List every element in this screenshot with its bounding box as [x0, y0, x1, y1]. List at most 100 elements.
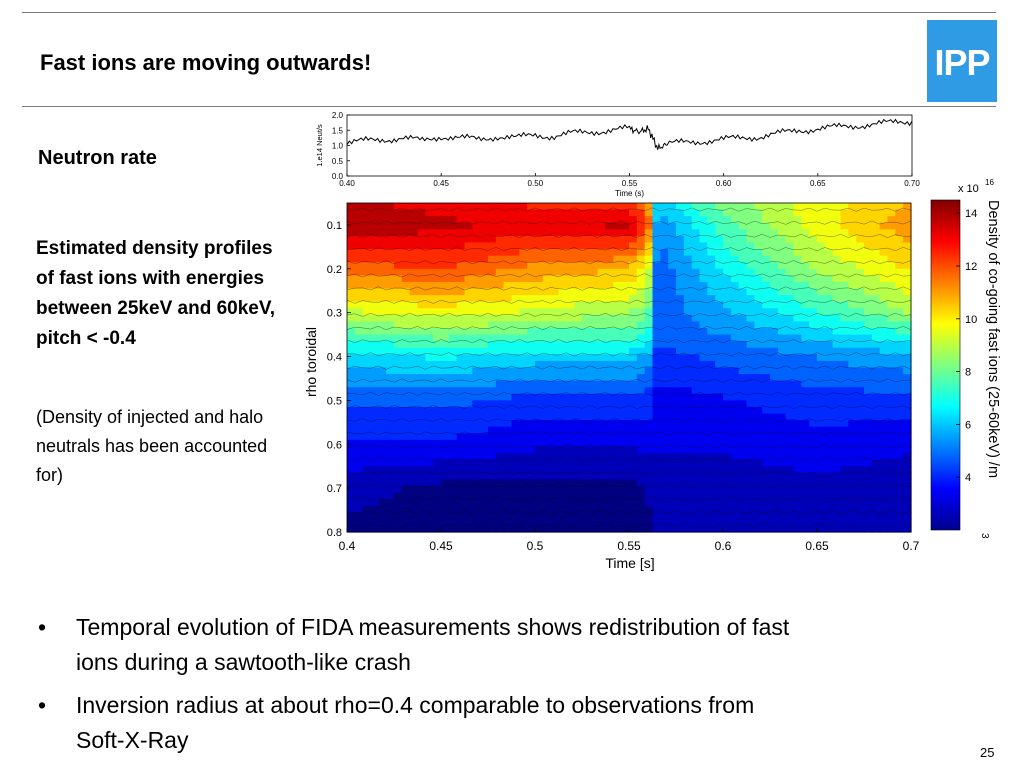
heatmap-cell — [683, 505, 693, 513]
heatmap-cell — [417, 380, 426, 388]
heatmap-cell — [879, 393, 889, 401]
heatmap-cell — [832, 367, 842, 375]
heatmap-cell — [362, 374, 372, 382]
heatmap-cell — [887, 400, 896, 408]
heatmap-cell — [527, 275, 536, 283]
heatmap-cell — [809, 242, 818, 250]
heatmap-cell — [597, 374, 607, 382]
heatmap-cell — [660, 374, 669, 382]
heatmap-cell — [441, 374, 450, 382]
heatmap-cell — [738, 334, 748, 342]
heatmap-cell — [660, 400, 669, 408]
heatmap-cell — [362, 203, 372, 211]
heatmap-cell — [887, 249, 896, 257]
heatmap-cell — [503, 512, 513, 520]
heatmap-cell — [644, 262, 654, 270]
heatmap-cell — [519, 439, 528, 448]
heatmap-cell — [488, 446, 497, 454]
heatmap-cell — [683, 328, 693, 336]
heatmap-cell — [386, 439, 395, 448]
heatmap-cell — [464, 341, 473, 349]
heatmap-cell — [715, 479, 724, 487]
heatmap-cell — [456, 472, 466, 480]
heatmap-cell — [613, 459, 622, 467]
heatmap-cell — [409, 466, 419, 474]
heatmap-cell — [566, 518, 575, 527]
heatmap-cell — [824, 525, 834, 533]
heatmap-cell — [472, 354, 481, 362]
heatmap-cell — [472, 439, 481, 448]
heatmap-cell — [809, 354, 818, 362]
heatmap-cell — [707, 472, 716, 480]
heatmap-cell — [417, 492, 426, 500]
heatmap-cell — [495, 380, 505, 388]
heatmap-cell — [550, 505, 560, 513]
heatmap-cell — [817, 420, 826, 428]
heatmap-cell — [652, 433, 661, 441]
heatmap-cell — [386, 341, 395, 349]
heatmap-cell — [652, 466, 661, 474]
heatmap-cell — [730, 374, 740, 382]
heatmap-cell — [394, 360, 403, 369]
heatmap-cell — [856, 321, 865, 329]
heatmap-cell — [903, 235, 912, 244]
heatmap-cell — [652, 374, 661, 382]
heatmap-cell — [801, 347, 810, 355]
contour-line — [346, 510, 912, 515]
heatmap-cell — [785, 209, 795, 217]
heatmap-cell — [613, 288, 622, 296]
heatmap-cell — [801, 242, 810, 250]
heatmap-cell — [770, 518, 779, 527]
heatmap-cell — [738, 518, 748, 527]
heatmap-cell — [464, 393, 473, 401]
heatmap-y-tick-label: 0.7 — [327, 483, 342, 495]
heatmap-cell — [409, 459, 419, 467]
heatmap-cell — [730, 209, 740, 217]
heatmap-cell — [566, 334, 575, 342]
heatmap-cell — [527, 393, 536, 401]
heatmap-cell — [840, 229, 849, 237]
heatmap-cell — [472, 420, 481, 428]
heatmap-cell — [511, 380, 520, 388]
heatmap-cell — [370, 466, 379, 474]
heatmap-cell — [785, 262, 795, 270]
heatmap-cell — [527, 321, 536, 329]
heatmap-cell — [762, 301, 771, 309]
heatmap-cell — [793, 426, 802, 434]
heatmap-cell — [558, 499, 567, 507]
heatmap-cell — [817, 453, 826, 461]
heatmap-cell — [448, 308, 458, 316]
heatmap-cell — [535, 485, 544, 494]
heatmap-cell — [864, 209, 873, 217]
heatmap-cell — [394, 268, 403, 276]
heatmap-cell — [636, 288, 646, 296]
heatmap-cell — [715, 485, 724, 494]
contour-line — [346, 497, 912, 502]
heatmap-cell — [730, 288, 740, 296]
heatmap-cell — [762, 288, 771, 296]
heatmap-cell — [723, 453, 732, 461]
heatmap-cell — [801, 439, 810, 448]
heatmap-cell — [840, 525, 849, 533]
heatmap-cell — [574, 446, 583, 454]
heatmap-cell — [817, 433, 826, 441]
heatmap-cell — [676, 406, 685, 415]
heatmap-cell — [856, 216, 865, 224]
heatmap-cell — [785, 281, 795, 290]
heatmap-cell — [574, 360, 583, 369]
heatmap-cell — [589, 459, 599, 467]
heatmap-cell — [879, 400, 889, 408]
heatmap-cell — [542, 472, 552, 480]
heatmap-cell — [785, 439, 795, 448]
heatmap-cell — [715, 347, 724, 355]
heatmap-cell — [707, 426, 716, 434]
heatmap-cell — [613, 400, 622, 408]
heatmap-cell — [738, 439, 748, 448]
heatmap-cell — [409, 446, 419, 454]
heatmap-cell — [636, 295, 646, 303]
heatmap-cell — [644, 472, 654, 480]
heatmap-cell — [605, 446, 614, 454]
heatmap-cell — [840, 492, 849, 500]
heatmap-cell — [472, 222, 481, 230]
heatmap-cell — [793, 288, 802, 296]
